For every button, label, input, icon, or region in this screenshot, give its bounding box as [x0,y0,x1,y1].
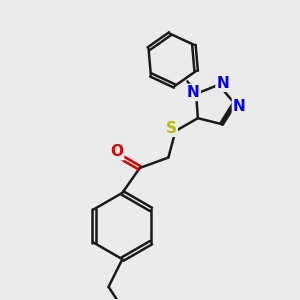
Text: S: S [166,121,177,136]
Text: N: N [233,99,246,114]
Text: N: N [187,85,200,100]
Text: O: O [110,144,123,159]
Text: N: N [217,76,229,91]
